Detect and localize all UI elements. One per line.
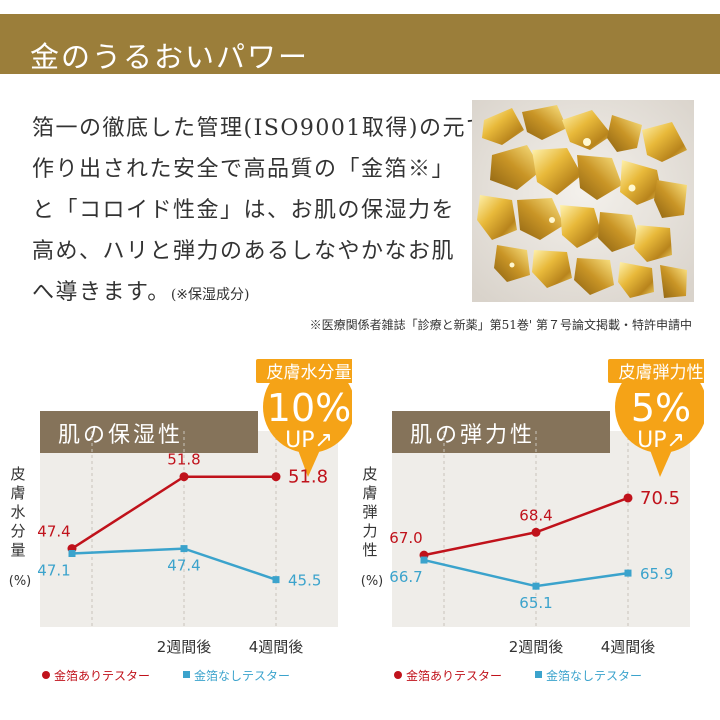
data-point bbox=[180, 545, 188, 553]
legend-label: 金箔なしテスター bbox=[194, 668, 290, 683]
data-point bbox=[532, 582, 540, 590]
chart-skin-moisture: 肌の保湿性 皮膚水分量 10% UP↗ 皮膚水分量 (%) 2週間後 4週間後 47.4 51.8… bbox=[8, 355, 352, 695]
badge-label-bg bbox=[256, 359, 352, 383]
data-point bbox=[531, 527, 541, 537]
y-axis-label-char: 皮 bbox=[10, 465, 25, 483]
badge-pointer bbox=[650, 450, 672, 477]
y-axis-label-char: 弾 bbox=[362, 503, 377, 521]
chart-title: 肌の保湿性 bbox=[58, 423, 183, 448]
y-axis-label-char: 分 bbox=[10, 522, 25, 540]
legend-marker bbox=[535, 671, 542, 678]
x-tick-label: 2週間後 bbox=[157, 638, 212, 656]
footnote: ※医療関係者雑誌「診療と新薬」第51巻' 第７号論文掲載・特許申請中 bbox=[309, 318, 692, 332]
data-label: 47.4 bbox=[37, 523, 70, 541]
x-tick-label: 2週間後 bbox=[509, 638, 564, 656]
y-axis-label-char: 水 bbox=[10, 503, 25, 521]
data-label: 67.0 bbox=[389, 529, 422, 547]
legend-marker bbox=[183, 671, 190, 678]
badge-pointer bbox=[298, 450, 320, 477]
legend-label: 金箔ありテスター bbox=[406, 668, 502, 683]
intro-line: 作り出された安全で高品質の「金箔※」 bbox=[32, 157, 456, 182]
badge-label: 皮膚水分量 bbox=[267, 363, 352, 383]
intro-line: 箔一の徹底した管理(ISO9001取得)の元で bbox=[32, 116, 490, 141]
plot-area bbox=[40, 431, 338, 627]
plot-area bbox=[392, 431, 690, 627]
intro-line: 高め、ハリと弾力のあるしなやかなお肌 bbox=[32, 239, 456, 264]
data-label: 65.9 bbox=[640, 565, 673, 583]
data-point bbox=[272, 576, 280, 584]
y-axis-label-char: 性 bbox=[362, 541, 377, 559]
gold-leaf-photo bbox=[472, 100, 694, 302]
intro-text: 箔一の徹底した管理(ISO9001取得)の元で 作り出された安全で高品質の「金箔… bbox=[32, 108, 490, 316]
y-axis-label-char: 膚 bbox=[10, 484, 25, 502]
data-label: 51.8 bbox=[167, 451, 200, 469]
page-title: 金のうるおいパワー bbox=[30, 40, 310, 74]
chart-title-bg bbox=[40, 411, 258, 453]
intro-line-last: へ導きます。(※保湿成分) bbox=[32, 272, 472, 316]
intro-line: へ導きます。 bbox=[32, 280, 171, 305]
data-label: 47.1 bbox=[37, 562, 70, 580]
data-point bbox=[271, 472, 281, 482]
intro-line: と「コロイド性金」は、お肌の保湿力を bbox=[32, 198, 456, 223]
badge-suffix: UP↗ bbox=[285, 428, 333, 453]
data-label: 45.5 bbox=[288, 572, 321, 590]
moisture-note: (※保湿成分) bbox=[170, 287, 250, 303]
x-tick-label: 4週間後 bbox=[601, 638, 656, 656]
chart-title-bg bbox=[392, 411, 610, 453]
y-axis-label-char: 量 bbox=[10, 541, 25, 559]
legend-label: 金箔ありテスター bbox=[54, 668, 150, 683]
data-label: 65.1 bbox=[519, 594, 552, 612]
chart-skin-elasticity: 肌の弾力性 皮膚弾力性 5% UP↗ 皮膚弾力性 (%) 2週間後 4週間後 67.0 68.4 7… bbox=[360, 355, 704, 695]
data-label: 68.4 bbox=[519, 506, 552, 524]
y-axis-unit: (%) bbox=[361, 574, 384, 589]
data-label: 51.8 bbox=[288, 467, 328, 488]
data-point bbox=[420, 556, 428, 564]
badge-suffix: UP↗ bbox=[637, 428, 685, 453]
x-tick-label: 4週間後 bbox=[249, 638, 304, 656]
legend-label: 金箔なしテスター bbox=[546, 668, 642, 683]
chart-title: 肌の弾力性 bbox=[410, 423, 535, 448]
data-label: 47.4 bbox=[167, 557, 200, 575]
badge-value: 5% bbox=[631, 386, 691, 430]
data-point bbox=[623, 493, 633, 503]
legend-marker bbox=[394, 671, 402, 679]
y-axis-label-char: 力 bbox=[362, 522, 377, 540]
badge-value: 10% bbox=[267, 386, 351, 430]
data-point bbox=[68, 550, 76, 557]
data-point bbox=[624, 569, 632, 577]
badge-label: 皮膚弾力性 bbox=[619, 363, 704, 383]
badge-circle bbox=[263, 361, 352, 453]
y-axis-label-char: 膚 bbox=[362, 484, 377, 502]
legend-marker bbox=[42, 671, 50, 679]
badge-label-bg bbox=[608, 359, 704, 383]
badge-circle bbox=[615, 361, 704, 453]
header-bar: 金のうるおいパワー bbox=[0, 14, 720, 74]
y-axis-unit: (%) bbox=[9, 574, 32, 589]
data-label: 66.7 bbox=[389, 568, 422, 586]
data-point bbox=[179, 472, 189, 482]
y-axis-label-char: 皮 bbox=[362, 465, 377, 483]
data-label: 70.5 bbox=[640, 488, 680, 509]
